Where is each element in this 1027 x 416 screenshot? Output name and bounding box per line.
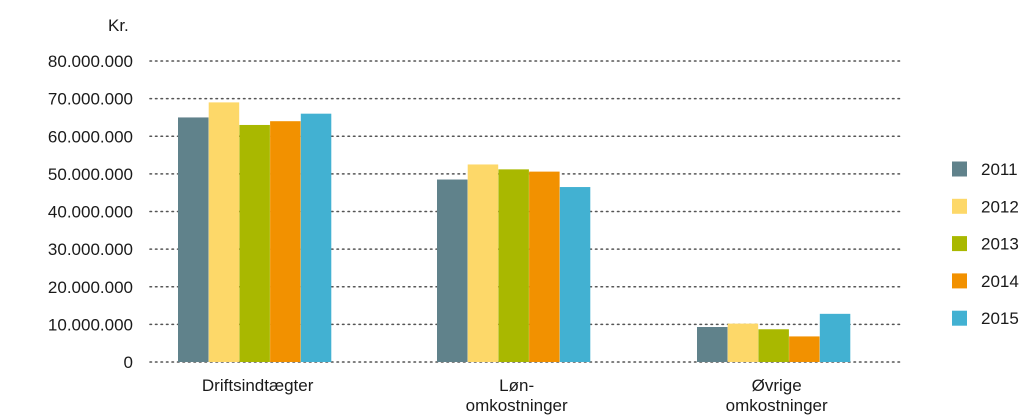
bar-2011	[178, 117, 209, 362]
legend-label: 2013	[981, 235, 1019, 254]
legend-swatch	[952, 273, 967, 289]
bar-2015	[819, 313, 851, 362]
bar-2015	[559, 187, 591, 362]
bar-2012	[727, 323, 759, 362]
y-tick-label: 10.000.000	[48, 315, 133, 334]
category-label-line: Løn-	[499, 376, 534, 395]
bar-2013	[758, 329, 789, 362]
category-label: Løn-omkostninger	[466, 376, 568, 415]
legend-item: 2011	[952, 160, 1018, 179]
legend-swatch	[952, 198, 967, 214]
legend-label: 2012	[981, 197, 1019, 216]
legend-swatch	[952, 236, 967, 252]
y-tick-label: 0	[124, 353, 133, 372]
category-label: Øvrige omkostninger	[726, 376, 828, 415]
bar-2011	[697, 327, 728, 362]
legend-label: 2011	[981, 160, 1018, 179]
bar-2012	[467, 164, 499, 362]
bar-2014	[529, 171, 560, 362]
bar-2011	[437, 179, 468, 362]
bars	[178, 102, 851, 363]
y-tick-label: 50.000.000	[48, 165, 133, 184]
y-unit-label: Kr.	[108, 16, 129, 35]
y-tick-label: 20.000.000	[48, 278, 133, 297]
y-tick-label: 40.000.000	[48, 203, 133, 222]
legend-label: 2014	[981, 272, 1019, 291]
category-label-line: omkostninger	[466, 396, 568, 415]
y-axis-ticks: 0 10.000.000 20.000.000 30.000.000 40.000.00…	[48, 52, 133, 372]
y-tick-label: 30.000.000	[48, 240, 133, 259]
legend: 2011 2012 2013 2014 2015	[952, 160, 1019, 328]
bar-2013	[239, 124, 270, 363]
category-label-line: omkostninger	[726, 396, 828, 415]
legend-swatch	[952, 161, 967, 177]
legend-item: 2012	[952, 197, 1019, 216]
y-tick-label: 80.000.000	[48, 52, 133, 71]
category-label-line: Driftsindtægter	[202, 376, 314, 395]
legend-item: 2014	[952, 272, 1019, 291]
bar-2013	[498, 169, 529, 362]
category-label-line: Øvrige	[752, 376, 802, 395]
legend-item: 2013	[952, 235, 1019, 254]
bar-2014	[270, 121, 301, 362]
legend-label: 2015	[981, 309, 1019, 328]
bar-2015	[300, 113, 332, 362]
bar-2012	[208, 102, 240, 362]
bar-2014	[789, 336, 820, 362]
y-tick-label: 60.000.000	[48, 127, 133, 146]
legend-item: 2015	[952, 309, 1019, 328]
category-label: Driftsindtægter	[202, 376, 314, 395]
y-tick-label: 70.000.000	[48, 90, 133, 109]
legend-swatch	[952, 310, 967, 326]
